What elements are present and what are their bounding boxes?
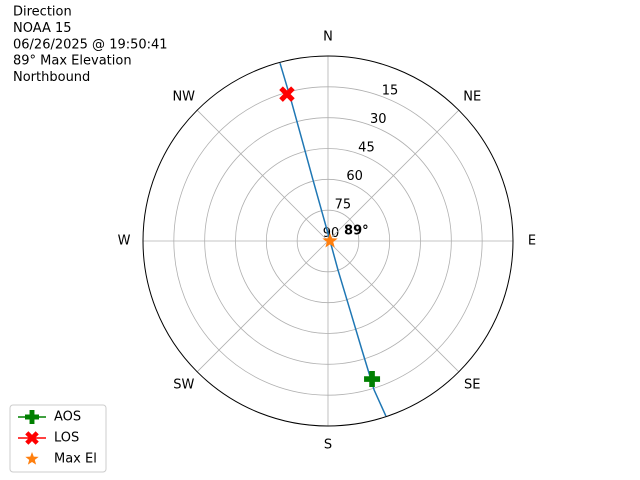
theta-tick-label: SE: [464, 378, 480, 393]
legend-marker: [25, 431, 39, 445]
theta-tick-label: NE: [463, 89, 481, 104]
r-tick-label: 30: [370, 112, 387, 127]
r-tick-label: 15: [382, 84, 399, 99]
r-tick-label: 60: [346, 169, 363, 184]
header-line: Northbound: [13, 70, 90, 85]
grid-spoke: [327, 240, 460, 373]
marker: [322, 233, 338, 248]
grid-spoke: [196, 240, 329, 373]
grid-spoke: [196, 109, 329, 242]
header-line: Direction: [13, 5, 72, 20]
header-line: 89° Max Elevation: [13, 54, 132, 69]
theta-tick-label: N: [323, 30, 333, 45]
theta-tick-label: SW: [173, 378, 194, 393]
polar-frame: [142, 55, 514, 427]
r-tick-label: 75: [335, 198, 352, 213]
legend-label: Max El: [54, 452, 97, 467]
theta-tick-label: NW: [172, 89, 195, 104]
theta-tick-label: E: [528, 234, 536, 249]
header-line: NOAA 15: [13, 21, 72, 36]
grid-spoke: [327, 109, 460, 242]
legend-label: LOS: [54, 431, 79, 446]
marker: [279, 86, 295, 102]
max-el-label: 89°: [344, 224, 369, 239]
marker: [364, 371, 381, 388]
r-tick-label: 45: [358, 141, 375, 156]
legend-marker: [25, 410, 39, 424]
legend-marker: [25, 452, 39, 465]
theta-tick-label: S: [324, 438, 332, 453]
legend-label: AOS: [54, 410, 81, 425]
header-line: 06/26/2025 @ 19:50:41: [13, 37, 168, 52]
theta-tick-label: W: [118, 234, 131, 249]
